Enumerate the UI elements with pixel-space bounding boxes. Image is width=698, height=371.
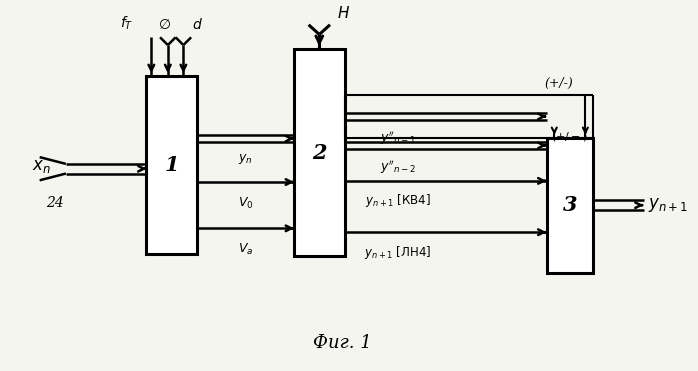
Text: $y''_{n-2}$: $y''_{n-2}$ xyxy=(380,159,416,176)
Text: $y''_{n-1}$: $y''_{n-1}$ xyxy=(380,130,416,147)
Text: $y_{n+1}$: $y_{n+1}$ xyxy=(648,196,689,214)
Text: $H$: $H$ xyxy=(336,5,350,21)
Text: Фиг. 1: Фиг. 1 xyxy=(313,334,372,352)
Bar xyxy=(547,138,593,273)
Text: $d$: $d$ xyxy=(191,17,202,32)
Text: 24: 24 xyxy=(47,196,64,210)
Text: $y_{n+1}\ [\text{КВ4}]$: $y_{n+1}\ [\text{КВ4}]$ xyxy=(365,193,431,210)
Text: $V_a$: $V_a$ xyxy=(238,242,253,257)
Text: $f_T$: $f_T$ xyxy=(120,15,134,33)
Text: $x_n$: $x_n$ xyxy=(32,158,51,175)
Bar xyxy=(294,49,345,256)
Text: (+/-): (+/-) xyxy=(544,77,574,90)
Bar xyxy=(147,76,197,255)
Text: $y_{n+1}\ [\text{ЛН4}]$: $y_{n+1}\ [\text{ЛН4}]$ xyxy=(364,244,431,261)
Text: $\emptyset$: $\emptyset$ xyxy=(158,17,172,32)
Text: 2: 2 xyxy=(312,142,327,162)
Text: $y_n$: $y_n$ xyxy=(238,152,253,166)
Text: $(+/-)$: $(+/-)$ xyxy=(551,130,588,143)
Text: 1: 1 xyxy=(165,155,179,175)
Text: 3: 3 xyxy=(563,195,577,215)
Text: $V_0$: $V_0$ xyxy=(238,196,253,211)
